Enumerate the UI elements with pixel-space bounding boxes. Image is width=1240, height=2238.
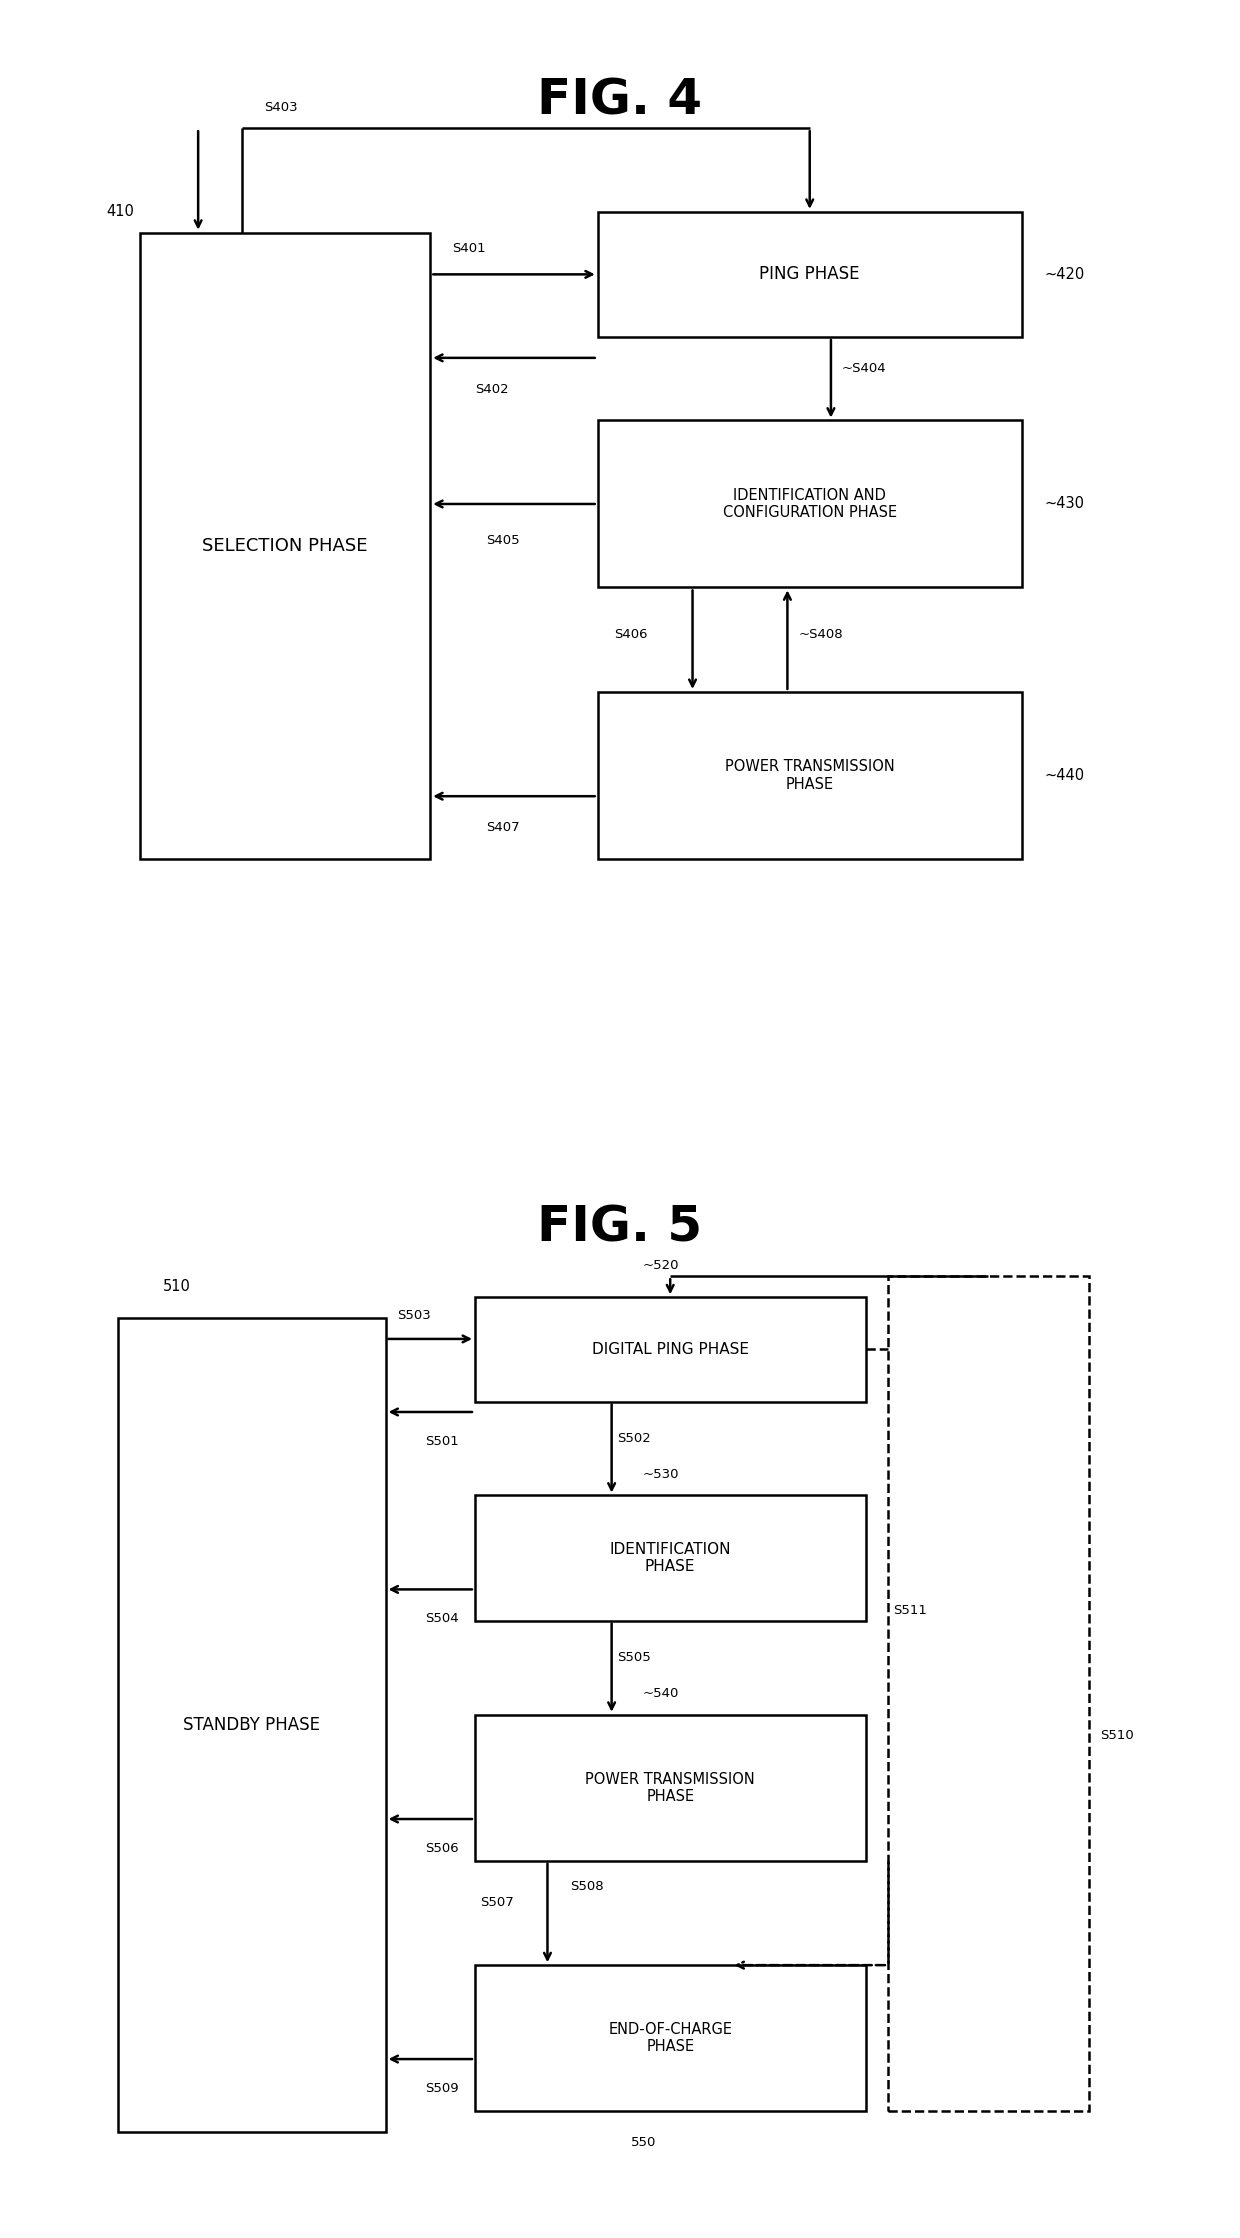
Text: S406: S406 — [614, 629, 649, 640]
Bar — [888, 1276, 1089, 2110]
Text: ~S404: ~S404 — [842, 363, 887, 374]
Text: STANDBY PHASE: STANDBY PHASE — [184, 1717, 320, 1734]
Text: S510: S510 — [1100, 1730, 1133, 1741]
Text: SELECTION PHASE: SELECTION PHASE — [202, 537, 368, 555]
Text: S504: S504 — [424, 1611, 459, 1625]
Text: S402: S402 — [475, 383, 508, 396]
Text: S502: S502 — [618, 1432, 651, 1444]
Text: ~520: ~520 — [642, 1260, 678, 1273]
Text: S506: S506 — [424, 1842, 459, 1855]
Text: ~420: ~420 — [1044, 266, 1084, 282]
Text: POWER TRANSMISSION
PHASE: POWER TRANSMISSION PHASE — [585, 1772, 755, 1804]
Text: ~430: ~430 — [1044, 497, 1084, 513]
Bar — [598, 213, 1022, 338]
Text: 550: 550 — [631, 2135, 656, 2148]
Text: PING PHASE: PING PHASE — [759, 266, 861, 284]
Text: POWER TRANSMISSION
PHASE: POWER TRANSMISSION PHASE — [725, 759, 894, 792]
Bar — [475, 1714, 866, 1860]
Bar — [598, 692, 1022, 859]
Text: END-OF-CHARGE
PHASE: END-OF-CHARGE PHASE — [608, 2021, 732, 2054]
Bar — [140, 233, 430, 859]
Text: S505: S505 — [618, 1652, 651, 1663]
Text: 510: 510 — [162, 1280, 190, 1294]
Text: FIG. 4: FIG. 4 — [537, 76, 703, 123]
Text: S403: S403 — [264, 101, 298, 114]
Text: ~440: ~440 — [1044, 768, 1084, 783]
Text: S407: S407 — [486, 821, 520, 835]
Bar — [475, 1298, 866, 1401]
Text: ~S408: ~S408 — [799, 629, 843, 640]
Text: S501: S501 — [424, 1435, 459, 1448]
Bar — [475, 1965, 866, 2110]
Text: DIGITAL PING PHASE: DIGITAL PING PHASE — [591, 1343, 749, 1356]
Bar — [475, 1495, 866, 1620]
Bar — [598, 421, 1022, 586]
Text: FIG. 5: FIG. 5 — [537, 1204, 703, 1251]
Text: ~530: ~530 — [642, 1468, 678, 1482]
Text: 410: 410 — [107, 204, 134, 219]
Text: S401: S401 — [453, 242, 486, 255]
Text: S508: S508 — [569, 1880, 604, 1893]
Text: IDENTIFICATION AND
CONFIGURATION PHASE: IDENTIFICATION AND CONFIGURATION PHASE — [723, 488, 897, 519]
Text: S405: S405 — [486, 535, 520, 546]
Text: S507: S507 — [481, 1896, 515, 1909]
Text: S511: S511 — [893, 1605, 928, 1616]
Bar — [118, 1318, 386, 2133]
Text: S503: S503 — [397, 1309, 430, 1323]
Text: IDENTIFICATION
PHASE: IDENTIFICATION PHASE — [610, 1542, 730, 1573]
Text: ~540: ~540 — [642, 1687, 678, 1701]
Text: S509: S509 — [424, 2081, 459, 2095]
